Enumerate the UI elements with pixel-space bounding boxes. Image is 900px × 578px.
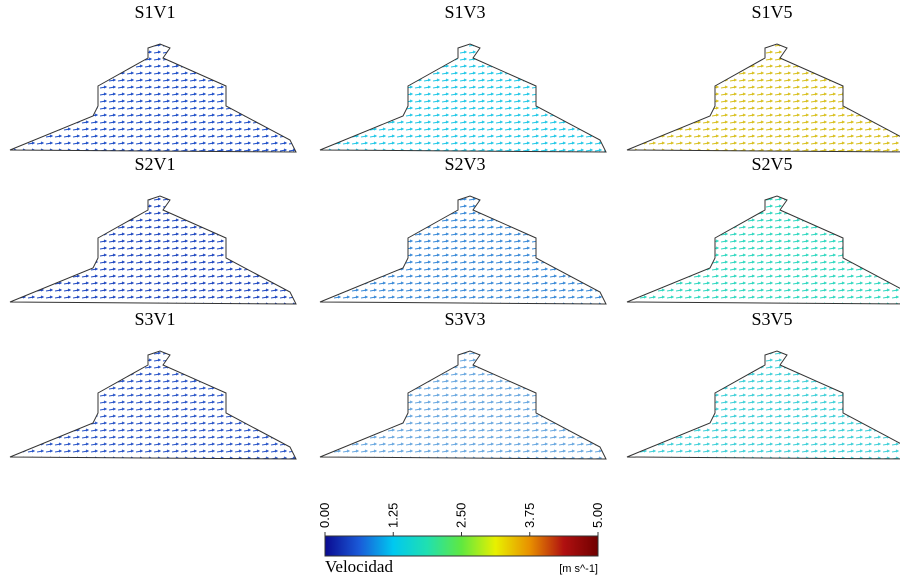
vector-field bbox=[8, 325, 303, 465]
page: {"panels": [ {"title": "S1V1", "arrow_co… bbox=[0, 0, 900, 578]
panel-title: S2V3 bbox=[444, 154, 485, 174]
tick-label: 5.00 bbox=[590, 503, 605, 528]
panel-title: S2V5 bbox=[751, 154, 792, 174]
vector-field bbox=[625, 18, 900, 158]
tick-label: 2.50 bbox=[454, 503, 469, 528]
tick-label: 0.00 bbox=[317, 503, 332, 528]
colorbar bbox=[325, 536, 598, 556]
vector-field bbox=[625, 325, 900, 465]
vector-field bbox=[318, 325, 613, 465]
panel-title: S1V1 bbox=[134, 2, 175, 22]
vector-field bbox=[8, 170, 303, 310]
panel-title: S3V3 bbox=[444, 309, 485, 329]
figure: S1V1 S1V3 S1V5 S2V1 S2V3 S2V5 S3V1 S3V3 S3V5 0.00… bbox=[0, 0, 900, 578]
panel-title: S1V3 bbox=[444, 2, 485, 22]
colorbar-label: Velocidad bbox=[325, 557, 393, 576]
vector-field bbox=[625, 170, 900, 310]
vector-field bbox=[318, 18, 613, 158]
panel-title: S2V1 bbox=[134, 154, 175, 174]
vector-field bbox=[318, 170, 613, 310]
panel-title: S1V5 bbox=[751, 2, 792, 22]
vector-field bbox=[8, 18, 303, 158]
tick-label: 1.25 bbox=[385, 503, 400, 528]
panel-title: S3V5 bbox=[751, 309, 792, 329]
tick-label: 3.75 bbox=[522, 503, 537, 528]
panel-title: S3V1 bbox=[134, 309, 175, 329]
colorbar-unit: [m s^-1] bbox=[559, 563, 598, 575]
